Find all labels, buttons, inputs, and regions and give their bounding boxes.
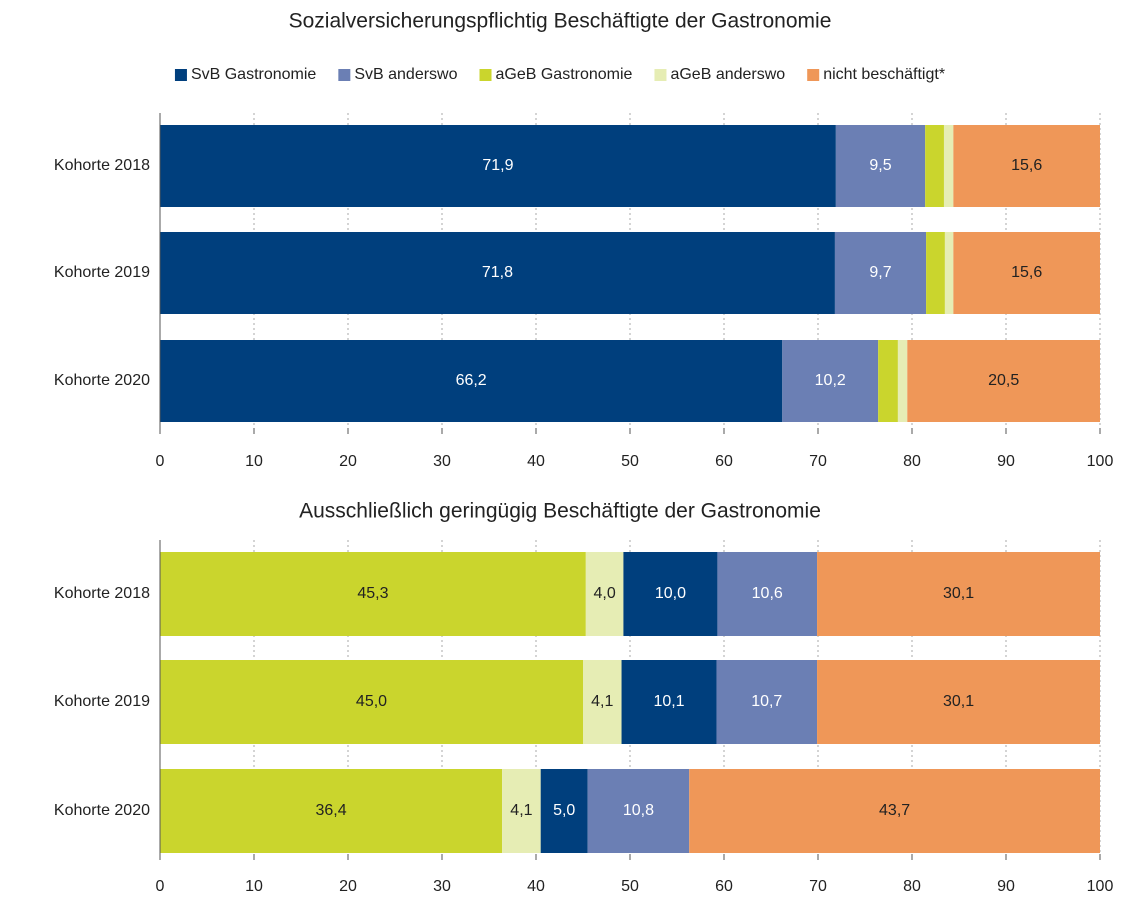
category-label: Kohorte 2019 [54, 264, 150, 281]
value-label: 45,3 [357, 585, 388, 602]
bar-segment [817, 660, 1100, 744]
bar-segment [587, 769, 690, 853]
bar-segment [716, 660, 818, 744]
x-tick-label: 80 [903, 453, 921, 470]
value-label: 10,0 [655, 585, 686, 602]
value-label: 71,9 [482, 157, 513, 174]
category-label: Kohorte 2018 [54, 157, 150, 174]
value-label: 5,0 [553, 802, 575, 819]
bar-segment [585, 552, 624, 636]
x-tick-label: 50 [621, 453, 639, 470]
x-tick-label: 50 [621, 878, 639, 895]
value-label: 4,1 [591, 693, 613, 710]
category-label: Kohorte 2018 [54, 585, 150, 602]
x-tick-label: 100 [1087, 453, 1114, 470]
x-tick-label: 30 [433, 878, 451, 895]
value-label: 10,6 [752, 585, 783, 602]
legend-swatch [807, 69, 820, 81]
bar-segment [817, 552, 1100, 636]
category-label: Kohorte 2019 [54, 693, 150, 710]
category-label: Kohorte 2020 [54, 802, 150, 819]
value-label: 15,6 [1011, 157, 1042, 174]
x-tick-label: 20 [339, 453, 357, 470]
bar-segment [782, 340, 879, 422]
bar-segment [717, 552, 818, 636]
bar-segment [540, 769, 588, 853]
bar-segment [160, 340, 783, 422]
x-tick-label: 60 [715, 453, 733, 470]
value-label: 71,8 [482, 264, 513, 281]
bar-segment [953, 125, 1100, 207]
category-label: Kohorte 2020 [54, 372, 150, 389]
legend-swatch [654, 69, 667, 81]
x-tick-label: 0 [156, 878, 165, 895]
value-label: 10,7 [751, 693, 782, 710]
legend-swatch [174, 69, 187, 81]
bar-segment [835, 125, 926, 207]
value-label: 10,1 [653, 693, 684, 710]
x-tick-label: 30 [433, 453, 451, 470]
x-tick-label: 60 [715, 878, 733, 895]
legend-label: aGeB Gastronomie [496, 66, 633, 83]
x-tick-label: 70 [809, 878, 827, 895]
value-label: 15,6 [1011, 264, 1042, 281]
value-label: 20,5 [988, 372, 1019, 389]
value-label: 66,2 [456, 372, 487, 389]
legend-label: aGeB anderswo [670, 66, 785, 83]
bar-segment [623, 552, 718, 636]
bar-segment [925, 125, 944, 207]
legend-label: SvB anderswo [354, 66, 457, 83]
x-tick-label: 100 [1087, 878, 1114, 895]
value-label: 30,1 [943, 693, 974, 710]
chart-title: Ausschließlich geringügig Beschäftigte d… [299, 500, 821, 523]
legend-swatch [338, 69, 351, 81]
value-label: 30,1 [943, 585, 974, 602]
legend-label: SvB Gastronomie [191, 66, 316, 83]
bar-segment [160, 769, 503, 853]
x-tick-label: 90 [997, 453, 1015, 470]
value-label: 4,0 [593, 585, 615, 602]
bar-segment [897, 340, 908, 422]
value-label: 43,7 [879, 802, 910, 819]
bar-segment [878, 340, 898, 422]
x-tick-label: 90 [997, 878, 1015, 895]
bar-segment [953, 232, 1100, 314]
value-label: 4,1 [510, 802, 532, 819]
x-tick-label: 0 [156, 453, 165, 470]
value-label: 10,2 [815, 372, 846, 389]
bar-segment [621, 660, 717, 744]
x-tick-label: 20 [339, 878, 357, 895]
bar-segment [907, 340, 1100, 422]
x-tick-label: 70 [809, 453, 827, 470]
chart-title: Sozialversicherungspflichtig Beschäftigt… [289, 10, 832, 33]
bar-segment [160, 232, 835, 314]
bar-segment [834, 232, 927, 314]
value-label: 45,0 [356, 693, 387, 710]
x-tick-label: 10 [245, 453, 263, 470]
bar-segment [943, 125, 954, 207]
value-label: 9,7 [869, 264, 891, 281]
x-tick-label: 10 [245, 878, 263, 895]
value-label: 10,8 [623, 802, 654, 819]
bar-segment [160, 552, 586, 636]
legend-label: nicht beschäftigt* [823, 66, 945, 83]
x-tick-label: 40 [527, 878, 545, 895]
x-tick-label: 40 [527, 453, 545, 470]
bar-segment [583, 660, 622, 744]
value-label: 9,5 [869, 157, 891, 174]
bar-segment [160, 125, 836, 207]
bar-segment [689, 769, 1100, 853]
value-label: 36,4 [316, 802, 347, 819]
bar-segment [944, 232, 954, 314]
legend-swatch [479, 69, 492, 81]
bar-segment [502, 769, 541, 853]
bar-segment [160, 660, 583, 744]
bar-segment [926, 232, 945, 314]
x-tick-label: 80 [903, 878, 921, 895]
